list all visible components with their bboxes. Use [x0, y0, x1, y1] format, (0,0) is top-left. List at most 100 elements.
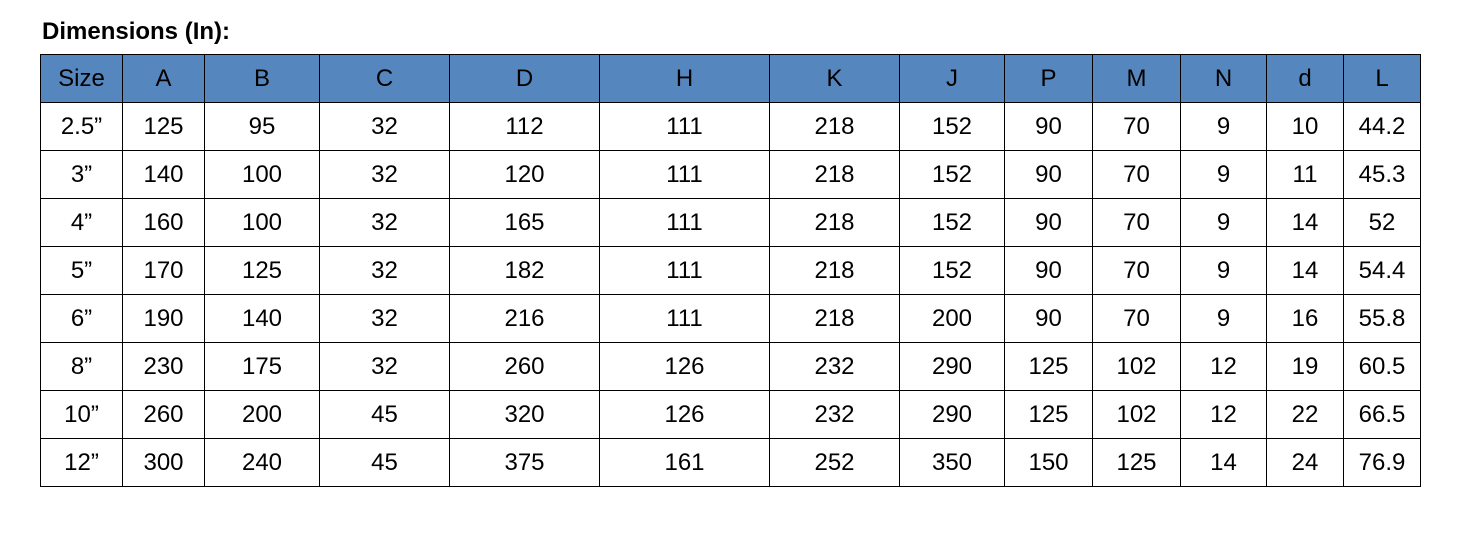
table-cell: 9	[1181, 103, 1267, 151]
table-cell: 5”	[41, 247, 123, 295]
table-row: 10”26020045320126232290125102122266.5	[41, 391, 1421, 439]
table-cell: 170	[123, 247, 205, 295]
column-header: C	[320, 55, 450, 103]
table-cell: 126	[600, 343, 770, 391]
table-cell: 175	[205, 343, 320, 391]
table-row: 8”23017532260126232290125102121960.5	[41, 343, 1421, 391]
table-header-row: SizeABCDHKJPMNdL	[41, 55, 1421, 103]
table-cell: 95	[205, 103, 320, 151]
table-cell: 70	[1093, 103, 1181, 151]
table-cell: 32	[320, 151, 450, 199]
table-cell: 9	[1181, 151, 1267, 199]
table-cell: 22	[1267, 391, 1344, 439]
table-cell: 9	[1181, 199, 1267, 247]
table-cell: 3”	[41, 151, 123, 199]
column-header: M	[1093, 55, 1181, 103]
column-header: K	[770, 55, 900, 103]
table-cell: 140	[205, 295, 320, 343]
table-cell: 90	[1005, 295, 1093, 343]
column-header: B	[205, 55, 320, 103]
table-cell: 125	[1005, 391, 1093, 439]
table-cell: 232	[770, 391, 900, 439]
table-cell: 125	[205, 247, 320, 295]
table-cell: 182	[450, 247, 600, 295]
table-cell: 200	[205, 391, 320, 439]
table-cell: 12	[1181, 391, 1267, 439]
table-cell: 126	[600, 391, 770, 439]
table-cell: 45	[320, 391, 450, 439]
table-cell: 218	[770, 295, 900, 343]
column-header: D	[450, 55, 600, 103]
column-header: d	[1267, 55, 1344, 103]
table-cell: 260	[123, 391, 205, 439]
table-cell: 16	[1267, 295, 1344, 343]
table-cell: 111	[600, 199, 770, 247]
table-cell: 230	[123, 343, 205, 391]
table-cell: 70	[1093, 247, 1181, 295]
table-cell: 290	[900, 343, 1005, 391]
table-cell: 216	[450, 295, 600, 343]
table-cell: 10	[1267, 103, 1344, 151]
table-cell: 14	[1267, 247, 1344, 295]
dimensions-table: SizeABCDHKJPMNdL 2.5”1259532112111218152…	[40, 54, 1421, 487]
table-cell: 12”	[41, 439, 123, 487]
table-cell: 160	[123, 199, 205, 247]
table-cell: 190	[123, 295, 205, 343]
table-cell: 90	[1005, 247, 1093, 295]
table-row: 12”30024045375161252350150125142476.9	[41, 439, 1421, 487]
dimensions-title: Dimensions (In):	[42, 18, 1422, 46]
table-cell: 152	[900, 247, 1005, 295]
table-cell: 100	[205, 199, 320, 247]
table-cell: 102	[1093, 391, 1181, 439]
table-cell: 240	[205, 439, 320, 487]
table-cell: 125	[1005, 343, 1093, 391]
table-cell: 45.3	[1344, 151, 1421, 199]
table-cell: 44.2	[1344, 103, 1421, 151]
column-header: A	[123, 55, 205, 103]
table-cell: 90	[1005, 199, 1093, 247]
column-header: N	[1181, 55, 1267, 103]
table-cell: 32	[320, 343, 450, 391]
table-cell: 111	[600, 103, 770, 151]
table-cell: 375	[450, 439, 600, 487]
table-row: 6”19014032216111218200907091655.8	[41, 295, 1421, 343]
table-cell: 24	[1267, 439, 1344, 487]
table-row: 2.5”1259532112111218152907091044.2	[41, 103, 1421, 151]
table-cell: 300	[123, 439, 205, 487]
table-cell: 290	[900, 391, 1005, 439]
table-cell: 60.5	[1344, 343, 1421, 391]
table-cell: 32	[320, 295, 450, 343]
table-cell: 32	[320, 247, 450, 295]
table-row: 4”16010032165111218152907091452	[41, 199, 1421, 247]
table-cell: 111	[600, 295, 770, 343]
column-header: H	[600, 55, 770, 103]
table-cell: 111	[600, 151, 770, 199]
column-header: L	[1344, 55, 1421, 103]
table-cell: 8”	[41, 343, 123, 391]
column-header: J	[900, 55, 1005, 103]
table-cell: 52	[1344, 199, 1421, 247]
table-cell: 152	[900, 199, 1005, 247]
table-cell: 55.8	[1344, 295, 1421, 343]
table-row: 5”17012532182111218152907091454.4	[41, 247, 1421, 295]
table-cell: 200	[900, 295, 1005, 343]
table-cell: 112	[450, 103, 600, 151]
table-cell: 14	[1181, 439, 1267, 487]
table-cell: 218	[770, 103, 900, 151]
table-cell: 11	[1267, 151, 1344, 199]
table-cell: 232	[770, 343, 900, 391]
table-cell: 260	[450, 343, 600, 391]
table-cell: 70	[1093, 151, 1181, 199]
table-cell: 350	[900, 439, 1005, 487]
table-cell: 9	[1181, 295, 1267, 343]
table-cell: 218	[770, 199, 900, 247]
column-header: P	[1005, 55, 1093, 103]
table-cell: 9	[1181, 247, 1267, 295]
table-cell: 252	[770, 439, 900, 487]
table-cell: 32	[320, 199, 450, 247]
table-cell: 100	[205, 151, 320, 199]
table-cell: 76.9	[1344, 439, 1421, 487]
table-cell: 54.4	[1344, 247, 1421, 295]
table-cell: 161	[600, 439, 770, 487]
table-cell: 90	[1005, 151, 1093, 199]
